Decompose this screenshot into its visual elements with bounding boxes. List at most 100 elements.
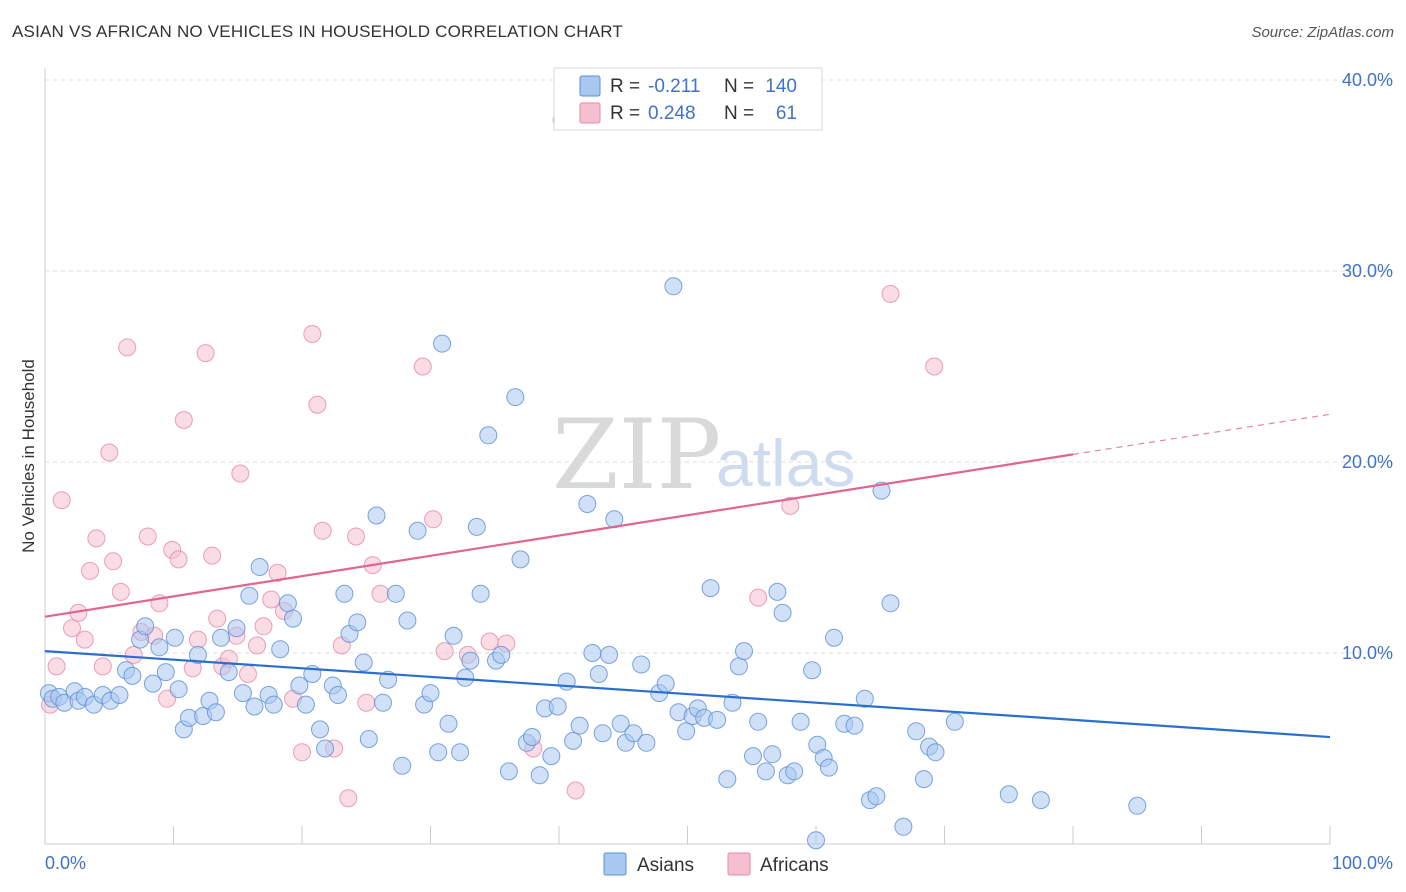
asians-point xyxy=(624,724,643,743)
africans-point xyxy=(169,550,188,569)
africans-point xyxy=(371,584,390,603)
asians-point xyxy=(499,762,518,781)
asians-point xyxy=(701,579,720,598)
asians-point xyxy=(467,517,486,536)
asians-point xyxy=(600,645,619,664)
asians-point xyxy=(296,695,315,714)
africans-point xyxy=(111,582,130,601)
watermark-atlas: atlas xyxy=(716,426,855,500)
africans-point xyxy=(93,657,112,676)
asians-point xyxy=(511,550,530,569)
africans-point xyxy=(174,411,193,429)
asians-point xyxy=(637,733,656,752)
legend-n-label: N = xyxy=(724,103,754,124)
asians-point xyxy=(999,785,1018,804)
africans-trend-line xyxy=(44,453,1074,618)
legend-n-label: N = xyxy=(724,76,754,97)
asians-point xyxy=(367,506,386,525)
africans-point xyxy=(313,521,332,540)
y-tick-label: 10.0% xyxy=(1342,643,1393,663)
africans-point xyxy=(196,344,215,363)
x-tick-label: 0.0% xyxy=(45,853,86,873)
asians-point xyxy=(150,638,169,657)
asians-point xyxy=(188,645,207,664)
africans-point xyxy=(881,284,900,303)
africans-point xyxy=(268,563,287,582)
legend-label-africans: Africans xyxy=(760,855,829,876)
asians-point xyxy=(589,665,608,683)
africans-point xyxy=(208,609,227,628)
asians-point xyxy=(729,657,748,676)
asians-point xyxy=(945,712,964,731)
asians-point xyxy=(429,743,448,762)
asians-point xyxy=(807,831,825,850)
asians-point xyxy=(329,686,347,704)
asians-point xyxy=(677,722,696,741)
asians-point xyxy=(735,642,753,661)
africans-point xyxy=(925,357,944,376)
asians-point xyxy=(471,584,490,603)
africans-point xyxy=(81,561,99,580)
y-tick-label: 30.0% xyxy=(1342,261,1393,281)
asians-point xyxy=(444,626,463,645)
africans-point xyxy=(749,588,768,607)
asians-point xyxy=(756,762,775,781)
asians-point xyxy=(354,653,373,672)
africans-point xyxy=(424,510,443,529)
africans-point xyxy=(357,693,376,712)
asians-point xyxy=(451,743,470,762)
legend-r-value-asians: -0.211 xyxy=(648,76,700,97)
africans-point xyxy=(231,464,250,483)
asians-point xyxy=(110,686,129,704)
asians-point xyxy=(408,521,427,540)
asians-point xyxy=(433,334,452,353)
africans-point xyxy=(262,590,281,609)
axes xyxy=(44,68,1331,845)
asians-point xyxy=(206,703,225,722)
asians-point xyxy=(359,730,378,748)
asians-point xyxy=(240,586,259,605)
series-legend: Asians Africans xyxy=(603,852,829,876)
asians-point xyxy=(278,594,297,613)
asians-point xyxy=(749,712,768,731)
asians-point xyxy=(708,710,727,729)
africans-point xyxy=(435,642,454,661)
africans-point xyxy=(293,743,311,762)
asians-point xyxy=(768,582,787,601)
asians-point xyxy=(656,674,675,693)
stats-legend: R = -0.211 N = 140 R = 0.248 N = 61 xyxy=(553,67,823,131)
asians-point xyxy=(855,689,874,708)
asians-point xyxy=(530,766,549,785)
africans-point xyxy=(480,632,499,651)
africans-point xyxy=(248,636,266,655)
africans-point xyxy=(781,496,800,515)
africans-point xyxy=(566,781,585,800)
asians-point xyxy=(583,644,602,662)
asians-point xyxy=(914,770,933,789)
asians-point xyxy=(1031,791,1050,810)
africans-point xyxy=(254,617,273,636)
y-axis-title: No Vehicles in Household xyxy=(19,359,38,553)
africans-point xyxy=(124,645,143,664)
legend-n-value-africans: 61 xyxy=(776,103,797,124)
watermark: ZIP atlas xyxy=(552,399,855,511)
asians-point xyxy=(564,731,583,750)
asians-point xyxy=(143,674,162,693)
asians-point xyxy=(386,584,405,603)
legend-swatch-asians xyxy=(603,852,627,876)
asians-point xyxy=(570,716,589,735)
asians-trend-line xyxy=(44,649,1331,739)
asians-point xyxy=(136,617,155,636)
africans-point xyxy=(347,527,365,546)
asians-point xyxy=(461,651,480,670)
asians-point xyxy=(123,666,142,685)
africans-point xyxy=(308,395,327,414)
asians-point xyxy=(348,613,367,632)
y-tick-label: 40.0% xyxy=(1342,70,1393,90)
legend-label-asians: Asians xyxy=(637,855,694,876)
chart-title: ASIAN VS AFRICAN NO VEHICLES IN HOUSEHOL… xyxy=(12,22,624,41)
asians-point xyxy=(1128,796,1147,815)
africans-point xyxy=(118,338,137,357)
asians-point xyxy=(845,716,864,735)
y-tick-label: 20.0% xyxy=(1342,452,1393,472)
